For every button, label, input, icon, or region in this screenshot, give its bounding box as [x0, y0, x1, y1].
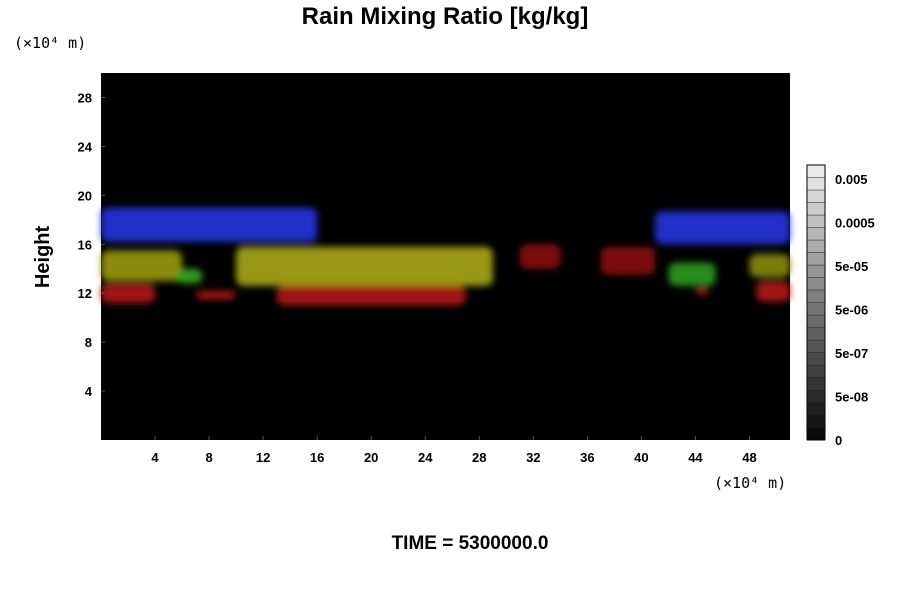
chart-title: Rain Mixing Ratio [kg/kg] — [302, 3, 589, 30]
rain-field-layer — [101, 207, 790, 306]
colorbar-level — [806, 289, 826, 303]
colorbar-level — [806, 189, 826, 203]
colorbar-level — [806, 177, 826, 191]
feature-green-6 — [175, 268, 203, 284]
colorbar — [806, 164, 826, 441]
colorbar-label: 0 — [835, 433, 842, 448]
y-tick-label: 8 — [85, 335, 92, 350]
colorbar-level — [806, 302, 826, 316]
colorbar-label: 5e-08 — [835, 390, 868, 405]
colorbar-level — [806, 214, 826, 228]
colorbar-level — [806, 327, 826, 341]
x-tick-label: 4 — [151, 450, 159, 465]
feature-red-7 — [101, 283, 156, 303]
colorbar-label: 0.005 — [835, 172, 868, 187]
feature-green-5 — [668, 262, 716, 286]
colorbar-level — [806, 377, 826, 391]
y-tick-label: 16 — [78, 237, 92, 252]
x-tick-label: 8 — [205, 450, 212, 465]
colorbar-level — [806, 252, 826, 266]
x-tick-label: 36 — [580, 450, 594, 465]
y-tick-label: 24 — [78, 139, 93, 154]
x-tick-label: 48 — [742, 450, 756, 465]
x-axis-unit-label: (×10⁴ m) — [714, 474, 786, 492]
feature-red-11 — [600, 246, 655, 275]
colorbar-level — [806, 364, 826, 378]
colorbar-level — [806, 402, 826, 416]
colorbar-level — [806, 389, 826, 403]
y-tick-label: 4 — [85, 384, 93, 399]
colorbar-level — [806, 239, 826, 253]
colorbar-label: 5e-06 — [835, 303, 868, 318]
colorbar-level — [806, 202, 826, 216]
colorbar-level — [806, 277, 826, 291]
feature-red-10 — [519, 244, 561, 269]
feature-red-9 — [276, 285, 466, 306]
plot-area — [101, 73, 790, 440]
colorbar-level — [806, 427, 826, 441]
feature-blue-1 — [654, 211, 790, 245]
colorbar-label: 0.0005 — [835, 216, 875, 231]
feature-yellow-4 — [749, 254, 790, 278]
y-axis-label: Height — [32, 226, 54, 289]
colorbar-label: 5e-07 — [835, 346, 868, 361]
feature-red-12 — [695, 287, 709, 296]
y-tick-label: 12 — [78, 286, 92, 301]
feature-red-8 — [195, 290, 237, 300]
y-tick-label: 28 — [78, 90, 92, 105]
x-axis-ticks: 4 8 12 16 20 24 28 32 36 40 44 48 — [151, 436, 757, 465]
colorbar-level — [806, 227, 826, 241]
x-tick-label: 32 — [526, 450, 540, 465]
colorbar-level — [806, 164, 826, 178]
time-label: TIME = 5300000.0 — [392, 533, 549, 554]
colorbar-label: 5e-05 — [835, 259, 868, 274]
colorbar-level — [806, 352, 826, 366]
y-tick-label: 20 — [78, 188, 92, 203]
colorbar-level — [806, 264, 826, 278]
feature-blue-0 — [101, 207, 318, 242]
colorbar-level — [806, 414, 826, 428]
feature-red-13 — [756, 280, 790, 302]
y-axis-unit-label: (×10⁴ m) — [14, 34, 86, 52]
y-axis-ticks: 4 8 12 16 20 24 28 — [78, 90, 105, 399]
colorbar-level — [806, 339, 826, 353]
colorbar-level — [806, 314, 826, 328]
x-tick-label: 16 — [310, 450, 324, 465]
x-tick-label: 40 — [634, 450, 648, 465]
colorbar-labels: 0.005 0.0005 5e-05 5e-06 5e-07 5e-08 0 — [835, 172, 875, 448]
x-tick-label: 28 — [472, 450, 486, 465]
x-tick-label: 20 — [364, 450, 378, 465]
colorbar-frame — [806, 164, 826, 441]
feature-yellow-2 — [101, 250, 183, 281]
feature-yellow-3 — [236, 246, 493, 286]
x-tick-label: 24 — [418, 450, 433, 465]
x-tick-label: 44 — [688, 450, 703, 465]
x-tick-label: 12 — [256, 450, 270, 465]
